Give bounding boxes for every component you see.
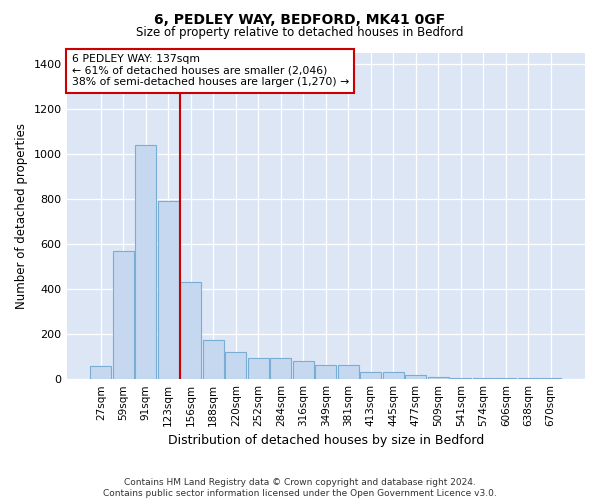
- Bar: [270, 358, 292, 379]
- Bar: [428, 377, 449, 379]
- Bar: [405, 374, 427, 379]
- Bar: [473, 378, 494, 379]
- Bar: [383, 372, 404, 379]
- Bar: [248, 358, 269, 379]
- Bar: [158, 201, 179, 379]
- Text: 6, PEDLEY WAY, BEDFORD, MK41 0GF: 6, PEDLEY WAY, BEDFORD, MK41 0GF: [154, 12, 446, 26]
- Bar: [360, 372, 382, 379]
- Bar: [315, 364, 337, 379]
- Bar: [495, 378, 517, 379]
- X-axis label: Distribution of detached houses by size in Bedford: Distribution of detached houses by size …: [167, 434, 484, 448]
- Bar: [135, 145, 157, 379]
- Bar: [518, 378, 539, 379]
- Bar: [113, 251, 134, 379]
- Bar: [225, 352, 247, 379]
- Bar: [540, 378, 562, 379]
- Text: Size of property relative to detached houses in Bedford: Size of property relative to detached ho…: [136, 26, 464, 39]
- Bar: [180, 282, 202, 379]
- Bar: [203, 340, 224, 379]
- Bar: [90, 366, 112, 379]
- Y-axis label: Number of detached properties: Number of detached properties: [15, 123, 28, 309]
- Bar: [450, 378, 472, 379]
- Bar: [338, 364, 359, 379]
- Bar: [293, 361, 314, 379]
- Text: 6 PEDLEY WAY: 137sqm
← 61% of detached houses are smaller (2,046)
38% of semi-de: 6 PEDLEY WAY: 137sqm ← 61% of detached h…: [72, 54, 349, 88]
- Text: Contains HM Land Registry data © Crown copyright and database right 2024.
Contai: Contains HM Land Registry data © Crown c…: [103, 478, 497, 498]
